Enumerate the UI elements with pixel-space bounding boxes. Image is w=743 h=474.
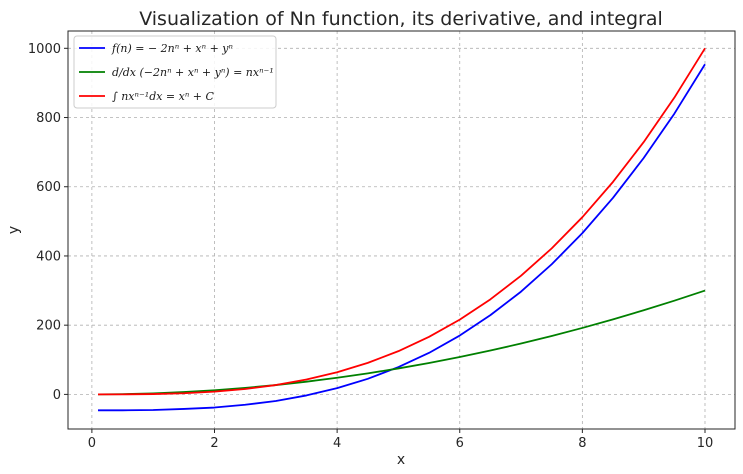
plot-frame [67,30,736,430]
legend-label-0: f(n) = − 2nⁿ + xⁿ + yⁿ [111,42,233,55]
y-tick-label: 200 [36,319,61,334]
plot-lines [98,47,706,412]
x-tick-label: 8 [578,436,586,451]
chart-title: Visualization of Nn function, its deriva… [139,8,663,30]
legend-box [73,35,277,109]
series-line-0 [98,63,706,412]
x-tick-label: 10 [697,436,714,451]
legend-label-1: d/dx (−2nⁿ + xⁿ + yⁿ) = nxⁿ⁻¹ [112,66,274,79]
legend: f(n) = − 2nⁿ + xⁿ + yⁿ d/dx (−2nⁿ + xⁿ + … [73,35,277,109]
series-line-2 [98,47,706,396]
x-tick-label: 2 [210,436,218,451]
x-tick-label: 0 [88,436,96,451]
x-axis-label: x [397,452,405,468]
y-tick-label: 600 [36,180,61,195]
series-line-1 [98,289,706,396]
x-tick-label: 4 [333,436,341,451]
y-tick-label: 1000 [28,42,61,57]
y-axis-label: y [6,226,22,234]
y-tick-label: 0 [53,388,61,403]
y-tick-label: 400 [36,249,61,264]
y-tick-label: 800 [36,111,61,126]
legend-label-2: ∫ nxⁿ⁻¹dx = xⁿ + C [112,90,215,103]
x-tick-label: 6 [456,436,464,451]
axis-ticks: 0 2 4 6 8 10 0 200 400 600 800 1000 [28,42,713,451]
